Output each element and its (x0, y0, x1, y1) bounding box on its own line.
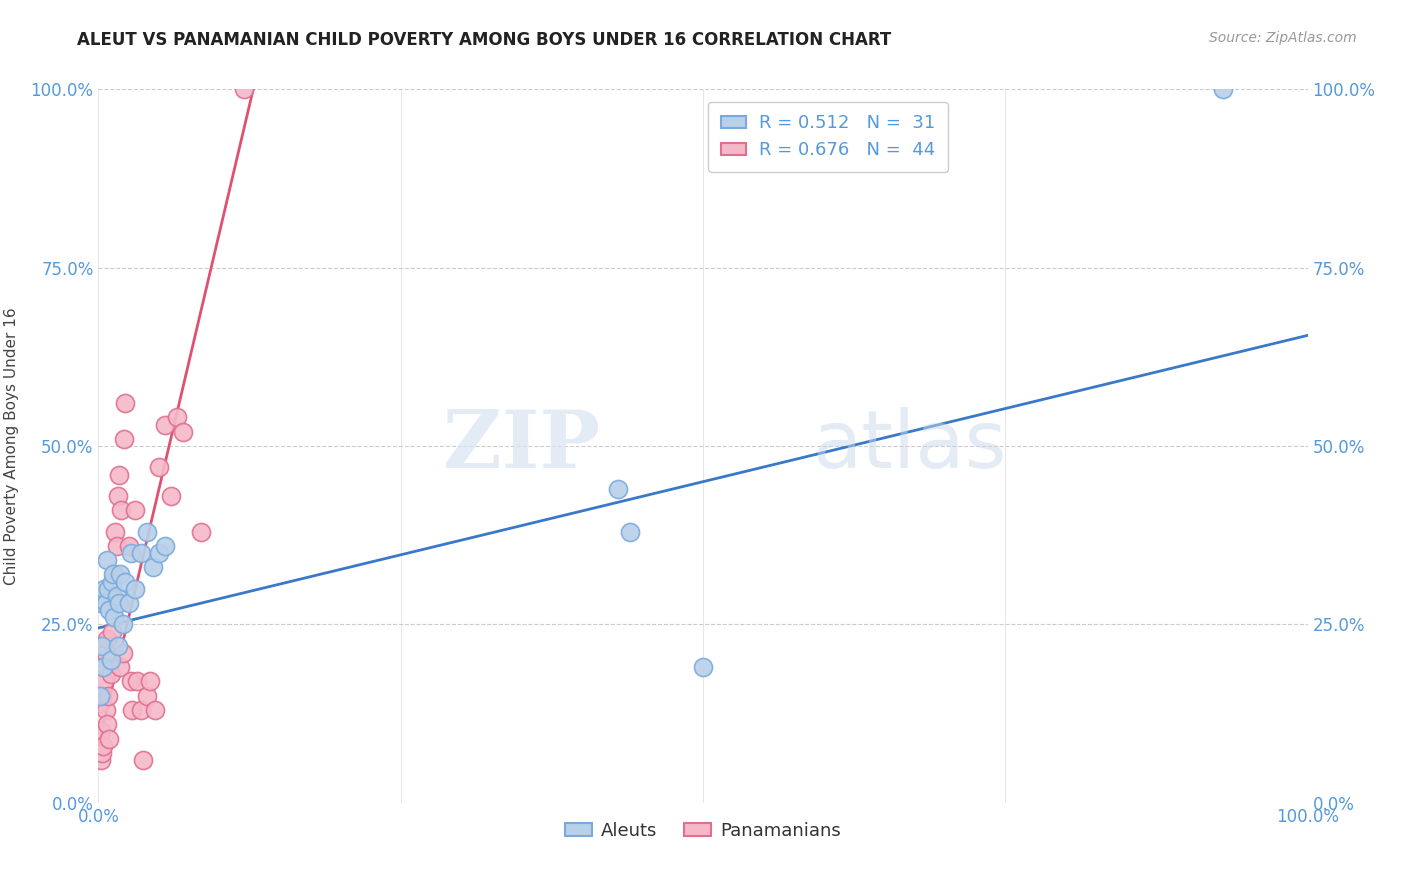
Point (103, 567, 125, 582)
Point (114, 574, 136, 589)
Point (143, 703, 166, 717)
Point (89, 689, 111, 703)
Point (91, 660, 114, 674)
Point (91, 660, 114, 674)
Y-axis label: Child Poverty Among Boys Under 16: Child Poverty Among Boys Under 16 (4, 307, 20, 585)
Point (91, 739, 114, 753)
Point (127, 674, 149, 689)
Point (190, 524, 212, 539)
Point (90, 596, 112, 610)
Point (129, 546, 152, 560)
Point (96, 632, 118, 646)
Point (89, 696, 111, 710)
Point (110, 503, 132, 517)
Point (135, 524, 157, 539)
Point (112, 432, 135, 446)
Point (94, 646, 117, 660)
Point (118, 596, 141, 610)
Point (692, 660, 714, 674)
Point (108, 467, 131, 482)
Point (124, 582, 146, 596)
Point (90, 753, 112, 767)
Point (118, 539, 141, 553)
Point (111, 646, 134, 660)
Point (232, 82, 254, 96)
Point (160, 489, 183, 503)
Point (142, 560, 165, 574)
Point (94, 703, 117, 717)
Point (93, 674, 115, 689)
Point (98, 603, 121, 617)
Point (607, 482, 630, 496)
Point (108, 596, 131, 610)
Point (96, 553, 118, 567)
Point (103, 610, 125, 624)
Point (91, 746, 114, 760)
Point (135, 689, 157, 703)
Point (91, 639, 114, 653)
Point (100, 653, 122, 667)
Text: Source: ZipAtlas.com: Source: ZipAtlas.com (1209, 31, 1357, 45)
Point (107, 639, 129, 653)
Point (90, 724, 112, 739)
Text: ZIP: ZIP (443, 407, 600, 485)
Point (132, 753, 155, 767)
Point (100, 624, 122, 639)
Point (105, 589, 128, 603)
Point (97, 582, 120, 596)
Point (120, 674, 142, 689)
Point (93, 582, 115, 596)
Point (124, 503, 146, 517)
Point (100, 574, 122, 589)
Point (120, 546, 142, 560)
Point (166, 410, 188, 425)
Point (139, 674, 162, 689)
Point (107, 489, 129, 503)
Point (121, 703, 143, 717)
Legend: Aleuts, Panamanians: Aleuts, Panamanians (558, 815, 848, 847)
Point (94, 596, 117, 610)
Point (105, 539, 128, 553)
Point (148, 460, 170, 475)
Point (153, 539, 176, 553)
Point (108, 660, 131, 674)
Text: atlas: atlas (811, 407, 1007, 485)
Text: ALEUT VS PANAMANIAN CHILD POVERTY AMONG BOYS UNDER 16 CORRELATION CHART: ALEUT VS PANAMANIAN CHILD POVERTY AMONG … (77, 31, 891, 49)
Point (101, 589, 124, 603)
Point (96, 717, 118, 731)
Point (91, 689, 114, 703)
Point (100, 667, 122, 681)
Point (101, 567, 124, 582)
Point (619, 524, 641, 539)
Point (98, 731, 121, 746)
Point (172, 425, 194, 439)
Point (111, 617, 134, 632)
Point (108, 567, 131, 582)
Point (1212, 82, 1234, 96)
Point (129, 703, 152, 717)
Point (114, 396, 136, 410)
Point (153, 417, 176, 432)
Point (148, 546, 170, 560)
Point (104, 524, 127, 539)
Point (97, 689, 120, 703)
